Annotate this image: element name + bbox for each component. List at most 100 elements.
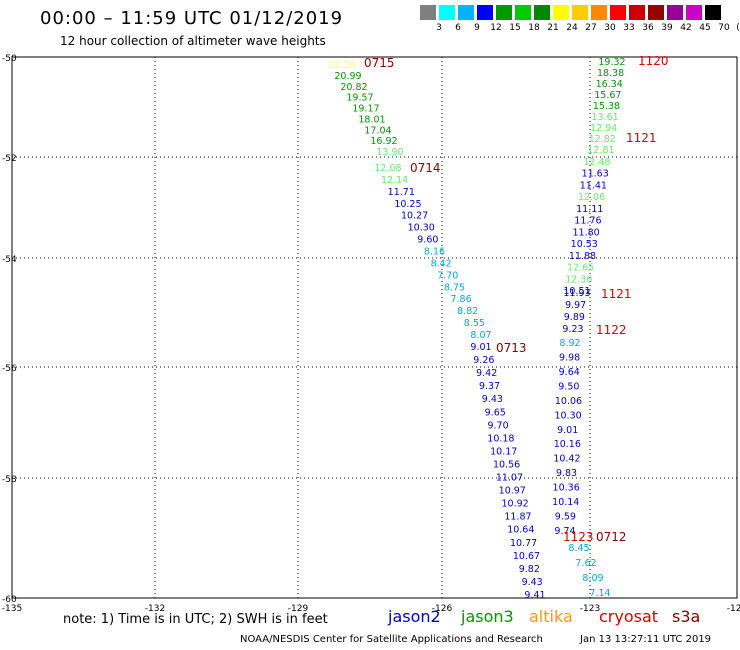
wave-height-value: 8.75	[444, 282, 465, 293]
scale-swatch	[648, 5, 664, 20]
wave-height-value: 9.43	[482, 394, 503, 405]
scale-label: 33	[623, 23, 635, 33]
scale-swatch	[458, 5, 474, 20]
lon-label: -135	[2, 604, 22, 614]
satellite-name-cryosat: cryosat	[599, 607, 659, 626]
scale-swatch	[496, 5, 512, 20]
scale-swatch	[534, 5, 550, 20]
wave-height-value: 19.32	[598, 57, 625, 68]
wave-height-value: 19.57	[346, 93, 373, 104]
pass-time-label: 0712	[596, 530, 627, 544]
scale-label: 70	[718, 23, 730, 33]
scale-swatch	[439, 5, 455, 20]
wave-height-value: 9.83	[556, 468, 577, 479]
scale-swatch	[629, 5, 645, 20]
pass-time-label: 1121	[626, 131, 657, 145]
units-note: note: 1) Time is in UTC; 2) SWH is in fe…	[63, 612, 328, 627]
wave-height-value: 12.36	[565, 274, 592, 285]
lat-label: -56	[2, 364, 17, 374]
wave-height-value: 10.14	[552, 497, 579, 508]
wave-height-value: 9.98	[559, 352, 580, 363]
scale-swatch	[553, 5, 569, 20]
wave-height-value: 8.09	[582, 573, 603, 584]
wave-height-value: 10.36	[553, 483, 580, 494]
wave-height-value: 9.41	[524, 590, 545, 601]
wave-height-value: 10.27	[401, 211, 428, 222]
wave-height-value: 9.43	[522, 577, 543, 588]
wave-height-value: 12.94	[590, 123, 617, 134]
scale-label: 6	[455, 23, 461, 33]
scale-label: 15	[509, 23, 521, 33]
wave-height-value: 10.16	[554, 439, 581, 450]
page-subtitle: 12 hour collection of altimeter wave hei…	[60, 34, 326, 48]
wave-height-value: 11.41	[580, 180, 607, 191]
scale-swatch	[477, 5, 493, 20]
scale-label: 45	[699, 23, 711, 33]
wave-height-value: 11.71	[388, 187, 415, 198]
wave-height-value: 10.67	[513, 551, 540, 562]
wave-height-value: 12.08	[374, 163, 401, 174]
wave-height-value: 9.74	[554, 526, 575, 537]
wave-height-value: 8.45	[568, 543, 589, 554]
satellite-name-altika: altika	[529, 607, 573, 626]
pass-time-label: 0714	[410, 161, 441, 175]
wave-height-value: 17.04	[364, 125, 391, 136]
scale-label: 24	[566, 23, 578, 33]
credit-text: NOAA/NESDIS Center for Satellite Applica…	[240, 634, 543, 645]
scale-swatch	[420, 5, 436, 20]
wave-height-value: 11.88	[569, 251, 596, 262]
pass-time-label: 1121	[601, 287, 632, 301]
wave-height-value: 10.25	[394, 199, 421, 210]
scale-label: (ft)	[736, 23, 740, 33]
lon-label: -123	[580, 604, 600, 614]
wave-height-value: 10.56	[493, 459, 520, 470]
lon-label: -132	[145, 604, 165, 614]
wave-height-value: 12.48	[583, 157, 610, 168]
lat-label: -52	[2, 154, 17, 164]
wave-height-value: 8.82	[457, 306, 478, 317]
scale-swatch	[610, 5, 626, 20]
wave-height-value: 9.70	[487, 420, 508, 431]
wave-height-value: 10.42	[553, 454, 580, 465]
wave-height-value: 10.30	[408, 223, 435, 234]
scale-label: 18	[528, 23, 540, 33]
wave-height-value: 8.16	[424, 247, 445, 258]
scale-label: 3	[436, 23, 442, 33]
scale-swatch	[705, 5, 721, 20]
wave-height-value: 10.30	[554, 410, 581, 421]
wave-height-value: 13.61	[592, 112, 619, 123]
wave-height-value: 19.17	[352, 104, 379, 115]
wave-height-value: 8.42	[431, 258, 452, 269]
wave-height-value: 9.26	[473, 355, 494, 366]
wave-height-value: 9.60	[417, 235, 438, 246]
wave-height-value: 9.64	[559, 367, 580, 378]
lat-label: -60	[2, 595, 17, 605]
lat-label: -58	[2, 475, 17, 485]
wave-height-value: 7.86	[450, 294, 471, 305]
wave-height-value: 7.70	[437, 270, 458, 281]
wave-height-value: 15.67	[594, 90, 621, 101]
lat-label: -54	[2, 255, 17, 265]
wave-height-value: 9.23	[562, 324, 583, 335]
scale-swatch	[591, 5, 607, 20]
lon-label: -126	[432, 604, 453, 614]
wave-height-value: 10.06	[555, 396, 582, 407]
satellite-name-jason2: jason2	[388, 607, 441, 626]
page-title: 00:00 – 11:59 UTC 01/12/2019	[40, 8, 344, 29]
wave-height-value: 8.07	[470, 330, 491, 341]
lon-label: -120	[727, 604, 740, 614]
wave-height-value: 9.89	[564, 312, 585, 323]
wave-height-value: 20.99	[334, 71, 361, 82]
wave-height-value: 9.59	[555, 512, 576, 523]
wave-height-value: 9.37	[479, 381, 500, 392]
wave-height-value: 13.90	[376, 147, 403, 158]
wave-height-value: 9.65	[485, 407, 506, 418]
wave-height-value: 10.18	[487, 433, 514, 444]
wave-height-value: 9.50	[558, 381, 579, 392]
map-frame	[11, 56, 738, 599]
lon-label: -129	[288, 604, 309, 614]
wave-height-value: 22.39	[328, 60, 355, 71]
wave-height-value: 10.17	[490, 446, 517, 457]
wave-height-value: 12.82	[589, 134, 616, 145]
